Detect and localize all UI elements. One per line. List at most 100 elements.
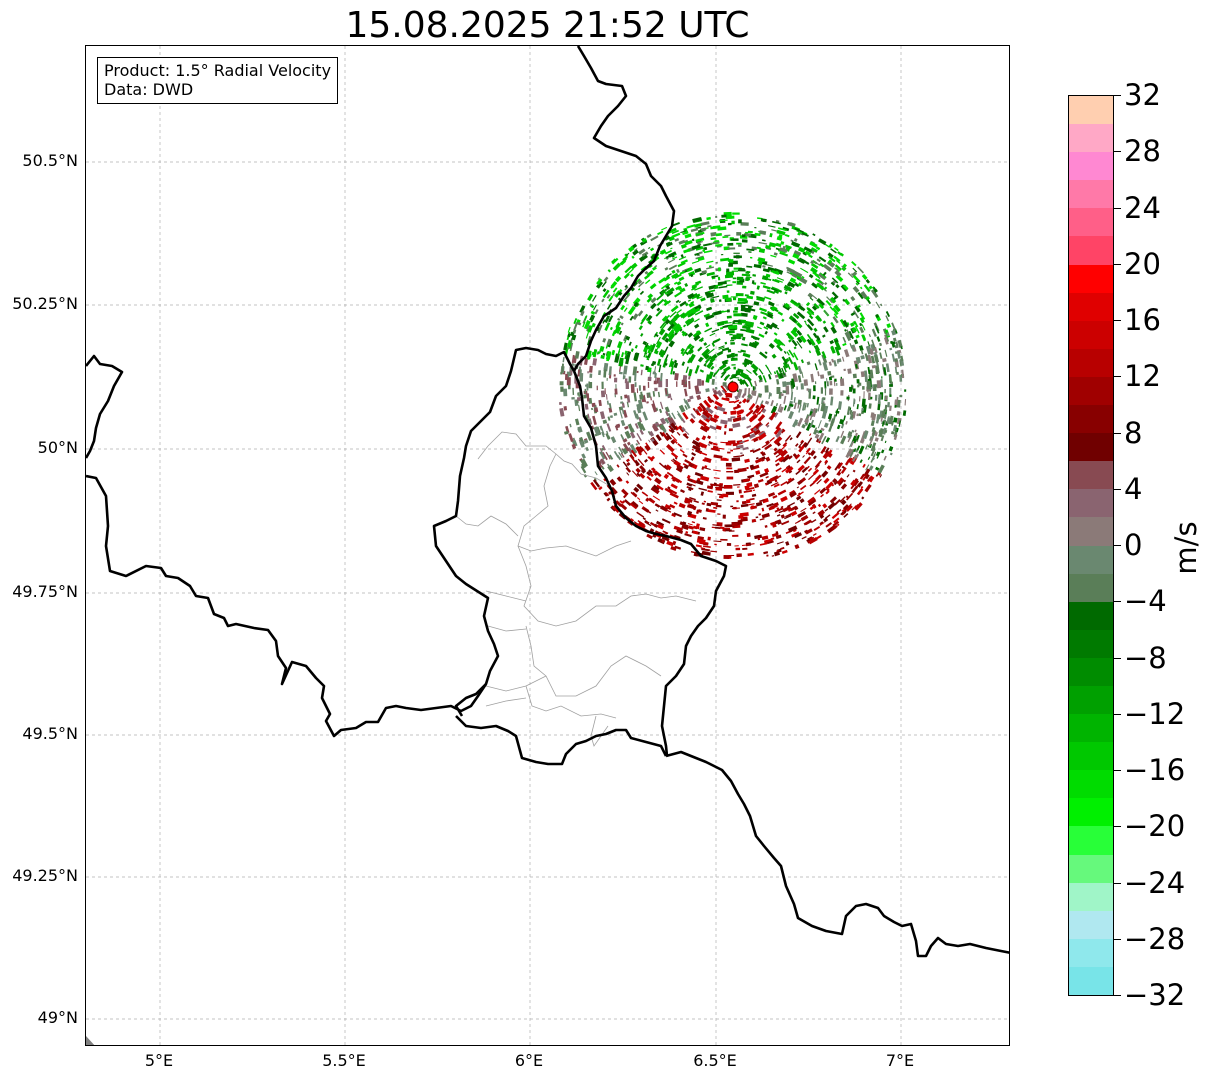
radar-echo-pixel [740,312,748,317]
radar-echo-pixel [840,435,847,445]
radar-echo-pixel [884,413,887,420]
radar-echo-pixel [790,391,794,401]
radar-echo-pixel [636,388,639,394]
radar-echo-pixel [643,394,646,403]
radar-echo-pixel [827,259,833,264]
radar-echo-pixel [797,246,806,254]
lon-tick-label: 7°E [885,1051,915,1070]
radar-echo-pixel [746,276,752,279]
radar-echo-pixel [655,520,665,527]
radar-echo-pixel [637,279,643,285]
radar-echo-pixel [605,350,612,360]
radar-echo-pixel [690,227,699,233]
radar-echo-pixel [700,443,705,448]
radar-echo-pixel [842,284,849,291]
radar-echo-pixel [738,489,742,494]
radar-echo-pixel [766,424,770,428]
radar-echo-pixel [601,431,605,438]
radar-echo-pixel [722,514,726,519]
radar-echo-pixel [713,477,720,479]
radar-echo-pixel [778,234,783,239]
radar-echo-pixel [746,532,751,538]
radar-echo-pixel [772,306,778,310]
radar-echo-pixel [684,533,692,538]
radar-echo-pixel [753,264,762,269]
radar-echo-pixel [707,490,713,493]
radar-echo-pixel [685,366,689,374]
radar-echo-pixel [814,344,820,352]
radar-echo-pixel [635,467,641,474]
radar-echo-pixel [773,483,780,488]
radar-echo-pixel [740,304,746,309]
radar-echo-pixel [797,231,805,236]
radar-echo-pixel [683,248,691,254]
radar-echo-pixel [727,309,730,313]
radar-echo-pixel [624,286,629,291]
radar-echo-pixel [812,468,820,476]
radar-echo-pixel [610,467,614,470]
radar-echo-pixel [681,524,689,530]
radar-echo-pixel [781,520,790,526]
radar-echo-pixel [899,394,903,398]
radar-echo-pixel [648,247,651,250]
radar-echo-pixel [578,405,581,412]
radar-echo-pixel [674,373,679,381]
radar-echo-pixel [831,307,839,316]
radar-echo-pixel [686,319,695,327]
colorbar-tick-mark [1114,826,1121,828]
radar-echo-pixel [614,425,619,431]
radar-echo-pixel [706,306,713,312]
radar-echo-pixel [665,432,673,440]
radar-echo-pixel [659,423,666,431]
radar-echo-pixel [658,277,667,284]
radar-echo-pixel [856,404,859,410]
radar-echo-pixel [770,482,779,487]
radar-echo-pixel [843,298,851,306]
radar-echo-pixel [624,284,628,288]
radar-echo-pixel [689,496,696,501]
radar-echo-pixel [687,478,694,483]
radar-echo-pixel [755,470,761,475]
radar-echo-pixel [889,384,893,387]
radar-echo-pixel [861,273,868,281]
radar-echo-pixel [586,393,590,402]
radar-echo-pixel [761,535,769,541]
radar-echo-pixel [825,490,830,495]
radar-echo-pixel [720,370,727,379]
border-belgium-germany [572,46,676,372]
radar-echo-pixel [618,451,623,459]
radar-echo-pixel [806,402,809,408]
radar-echo-pixel [629,315,634,321]
radar-echo-pixel [731,507,740,510]
radar-echo-pixel [739,518,748,522]
radar-echo-pixel [819,521,825,526]
radar-echo-pixel [776,277,785,281]
radar-echo-pixel [873,286,878,293]
radar-echo-pixel [601,298,605,303]
radar-echo-pixel [664,362,668,366]
radar-echo-pixel [633,486,640,493]
radar-echo-pixel [852,398,855,407]
radar-echo-pixel [748,251,752,253]
radar-echo-pixel [717,226,727,231]
radar-echo-pixel [643,458,648,463]
radar-echo-pixel [637,519,646,526]
radar-echo-pixel [565,425,570,434]
radar-echo-pixel [672,458,677,463]
radar-echo-pixel [880,449,885,454]
radar-echo-pixel [666,540,674,547]
radar-echo-pixel [710,447,721,452]
radar-echo-pixel [854,325,860,334]
radar-echo-pixel [691,287,696,291]
radar-echo-pixel [771,229,778,232]
radar-echo-pixel [737,301,746,305]
radar-echo-pixel [720,419,728,425]
radar-echo-pixel [769,411,777,421]
radar-echo-pixel [865,345,871,355]
radar-echo-pixel [600,354,605,359]
radar-echo-pixel [631,447,638,454]
radar-echo-pixel [649,369,652,378]
radar-echo-pixel [710,232,717,237]
radar-echo-pixel [860,485,864,489]
radar-echo-pixel [700,491,705,496]
